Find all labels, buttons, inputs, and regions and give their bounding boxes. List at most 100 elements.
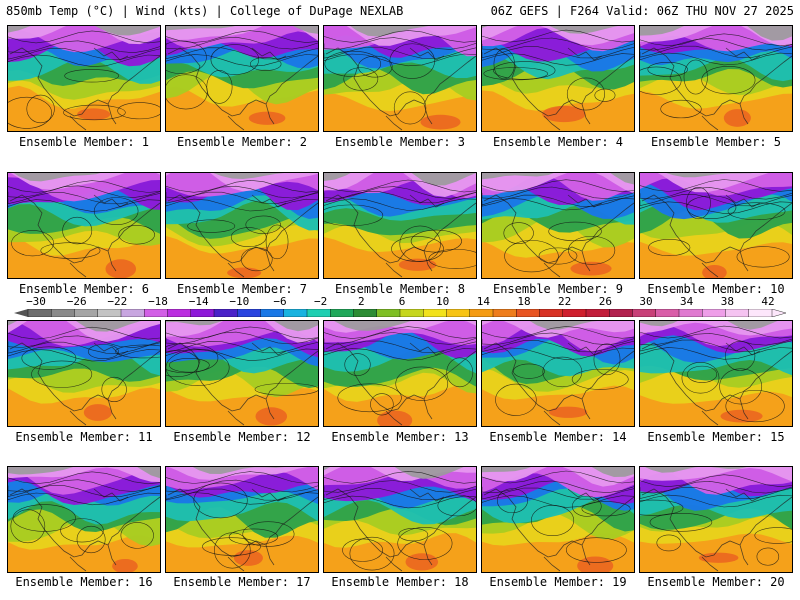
colorbar-tick-label: −2 (314, 295, 328, 308)
coastline (325, 342, 476, 426)
wind-streamline (8, 348, 160, 362)
wind-streamline (210, 44, 260, 75)
wind-streamline (482, 194, 634, 207)
colorbar-tick-label: −30 (26, 295, 46, 308)
colorbar-swatch (516, 309, 541, 317)
wind-streamline (648, 238, 691, 257)
ensemble-member-caption: Ensemble Member: 12 (173, 430, 311, 444)
temperature-band (640, 173, 792, 193)
warm-spot (577, 556, 614, 572)
ensemble-member-map (323, 172, 477, 279)
coastline (167, 342, 318, 426)
temperature-map (324, 321, 476, 426)
wind-streamline (640, 499, 684, 516)
coastline (167, 47, 318, 131)
wind-streamline (10, 509, 46, 544)
wind-streamline (482, 29, 634, 43)
colorbar-tick-label: 6 (398, 295, 406, 308)
wind-streamline (397, 527, 453, 560)
wind-streamline (568, 235, 616, 265)
colorbar-swatch (748, 309, 773, 317)
ensemble-member-map (481, 320, 635, 427)
ensemble-member-caption: Ensemble Member: 6 (18, 282, 150, 296)
ensemble-member-caption: Ensemble Member: 18 (331, 575, 469, 589)
wind-streamline (8, 341, 160, 354)
wind-streamline (8, 485, 160, 497)
wind-streamline (166, 471, 318, 484)
wind-streamline (324, 30, 476, 43)
coastline (483, 47, 634, 131)
wind-streamline (398, 527, 429, 542)
wind-streamline (245, 215, 281, 234)
warm-spot (420, 114, 461, 130)
wind-streamline (640, 201, 792, 214)
wind-streamline (640, 494, 792, 508)
ensemble-member-map (323, 320, 477, 427)
wind-streamline (504, 240, 559, 273)
wind-streamline (324, 37, 476, 50)
wind-streamline (166, 350, 200, 378)
wind-streamline (166, 331, 318, 345)
temperature-map (482, 26, 634, 131)
ensemble-member-caption: Ensemble Member: 7 (176, 282, 308, 296)
wind-streamline (640, 480, 792, 494)
ensemble-member-caption: Ensemble Member: 19 (489, 575, 627, 589)
wind-streamline (8, 180, 160, 193)
wind-streamline (60, 518, 104, 543)
wind-streamline (686, 187, 711, 220)
wind-streamline (166, 326, 318, 340)
colorbar-tick-label: 30 (639, 295, 653, 308)
wind-streamline (254, 382, 318, 396)
wind-streamline (548, 221, 602, 242)
temperature-map (640, 173, 792, 278)
colorbar-max-arrow (771, 309, 786, 317)
wind-streamline (571, 495, 602, 517)
coastline (167, 488, 318, 572)
wind-streamline (324, 332, 476, 345)
ensemble-member-map (7, 320, 161, 427)
colorbar-swatch (539, 309, 564, 317)
colorbar-swatch (283, 309, 308, 317)
wind-streamline (337, 383, 402, 413)
wind-streamline (482, 470, 634, 484)
colorbar-swatch (585, 309, 610, 317)
wind-streamline (8, 326, 160, 340)
temperature-map (324, 467, 476, 572)
ensemble-member-map (639, 320, 793, 427)
wind-streamline (482, 197, 634, 211)
wind-streamline (31, 360, 93, 388)
wind-streamline (640, 187, 792, 200)
temperature-map (324, 173, 476, 278)
wind-streamline (166, 191, 318, 204)
warm-spot (698, 552, 739, 563)
colorbar-swatch (632, 309, 657, 317)
colorbar-swatch (213, 309, 238, 317)
wind-streamline (370, 393, 394, 416)
colorbar-swatch (330, 309, 355, 317)
temperature-band (640, 321, 792, 330)
colorbar-tick-label: −6 (273, 295, 287, 308)
model-run-info: 06Z GEFS | F264 Valid: 06Z THU NOV 27 20… (490, 4, 794, 18)
ensemble-member-map (7, 466, 161, 573)
wind-streamline (649, 513, 713, 532)
temperature-band (166, 173, 318, 179)
coastline (483, 194, 634, 278)
colorbar-tick-label: 34 (680, 295, 694, 308)
wind-streamline (64, 69, 120, 83)
wind-streamline (168, 358, 210, 373)
wind-streamline (324, 204, 384, 227)
colorbar-swatch (446, 309, 471, 317)
colorbar-swatch (492, 309, 517, 317)
temperature-band (166, 321, 318, 332)
wind-streamline (493, 61, 556, 80)
temperature-map (166, 467, 318, 572)
colorbar-tick-label: 42 (761, 295, 775, 308)
wind-streamline (8, 96, 52, 129)
colorbar-swatch (353, 309, 378, 317)
colorbar-swatch (144, 309, 169, 317)
wind-streamline (660, 99, 702, 119)
coastline (483, 342, 634, 426)
wind-streamline (324, 191, 476, 204)
wind-streamline (358, 55, 393, 78)
colorbar-swatch (609, 309, 634, 317)
